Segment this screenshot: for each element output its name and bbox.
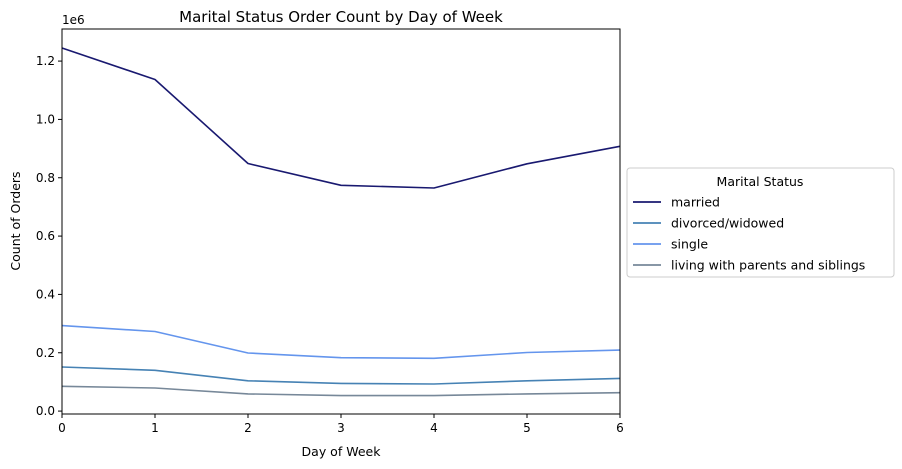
legend-items: married divorced/widowed single living with… (633, 195, 865, 273)
y-axis: 0.0 0.2 0.4 0.6 0.8 1.0 1.2 (36, 54, 62, 418)
x-tick-label: 1 (151, 421, 159, 435)
y-tick-label: 1.0 (36, 112, 55, 126)
y-tick-label: 0.8 (36, 171, 55, 185)
legend-label: divorced/widowed (671, 216, 784, 231)
series-line-single (61, 324, 621, 360)
x-axis: 0 1 2 3 4 5 6 (58, 414, 624, 435)
y-tick-label: 0.2 (36, 346, 55, 360)
y-tick-label: 0.0 (36, 404, 55, 418)
y-tick-label: 0.6 (36, 229, 55, 243)
y-axis-label: Count of Orders (8, 171, 23, 270)
series-layer (61, 47, 621, 397)
legend-label: single (671, 237, 708, 252)
legend-title: Marital Status (717, 174, 804, 189)
legend: Marital Status married divorced/widowed si… (626, 167, 895, 278)
x-tick-label: 2 (244, 421, 252, 435)
x-tick-label: 3 (337, 421, 345, 435)
series-line-divorced-widowed (61, 366, 621, 385)
x-axis-label: Day of Week (302, 444, 382, 459)
series-line-married (61, 47, 621, 189)
y-tick-label: 1.2 (36, 54, 55, 68)
plot-frame (61, 28, 621, 415)
x-tick-label: 5 (523, 421, 531, 435)
legend-label: living with parents and siblings (671, 258, 865, 273)
legend-box (626, 167, 895, 278)
y-tick-label: 0.4 (36, 287, 55, 301)
series-line-living-with-parents-and-siblings (61, 385, 621, 397)
x-tick-label: 4 (430, 421, 438, 435)
chart-title: Marital Status Order Count by Day of Wee… (179, 8, 503, 26)
plot-area (61, 28, 621, 415)
y-offset-label: 1e6 (62, 13, 85, 27)
legend-label: married (671, 195, 720, 210)
x-tick-label: 6 (616, 421, 624, 435)
x-tick-label: 0 (58, 421, 66, 435)
